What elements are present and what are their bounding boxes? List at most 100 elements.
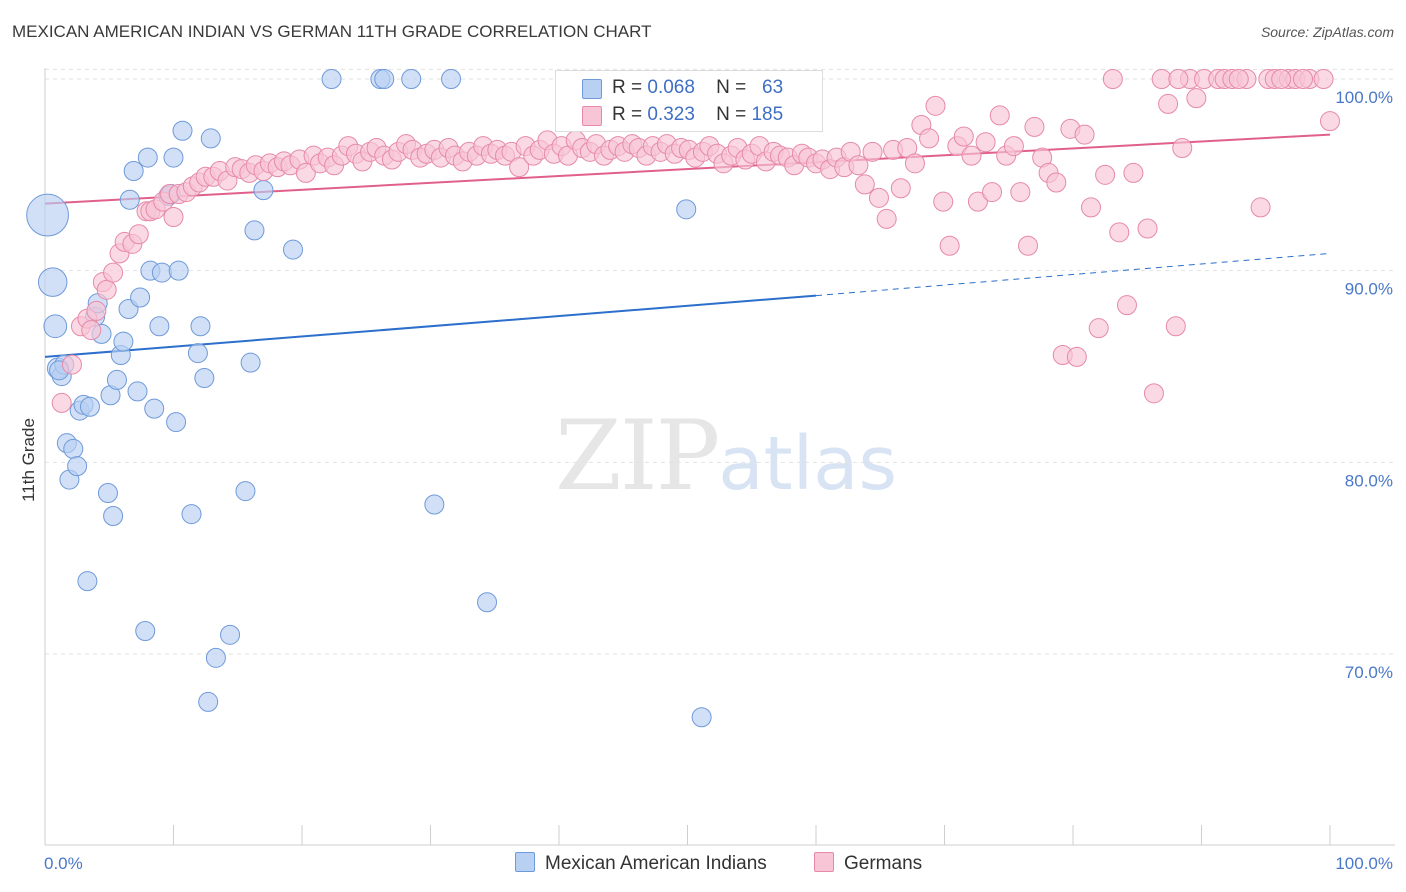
- pink-point: [925, 95, 946, 116]
- blue-point: [441, 69, 462, 89]
- pink-point: [128, 224, 149, 245]
- blue-point: [676, 199, 697, 220]
- y-axis-label: 11th Grade: [19, 418, 38, 502]
- pink-point: [848, 155, 869, 176]
- blue-point: [119, 189, 140, 210]
- blue-point: [283, 239, 304, 260]
- axes: [44, 68, 1395, 846]
- pink-point: [1271, 69, 1292, 89]
- pink-point: [854, 174, 875, 195]
- blue-point: [37, 267, 68, 297]
- pink-point: [96, 279, 117, 300]
- y-tick-label-90: 90.0%: [1345, 280, 1393, 299]
- pink-point: [1168, 69, 1189, 89]
- legend-r-value-pink: 0.323: [647, 104, 695, 125]
- blue-point: [43, 314, 68, 339]
- legend-r-label: R =: [612, 104, 643, 125]
- bottom-legend-label-blue: Mexican American Indians: [545, 853, 767, 874]
- blue-point: [187, 343, 208, 364]
- blue-point: [149, 316, 170, 337]
- pink-point: [1010, 182, 1031, 203]
- blue-point: [240, 352, 261, 373]
- watermark: ZIPatlas: [555, 400, 897, 512]
- blue-point: [172, 120, 193, 141]
- blue-point: [144, 398, 165, 419]
- pink-point: [933, 191, 954, 212]
- bottom-legend-pink: Germans: [814, 852, 922, 875]
- bottom-legend-swatch-pink: [814, 852, 834, 872]
- blue-point: [103, 506, 124, 526]
- x-tick-label-max: 100.0%: [1335, 854, 1393, 873]
- blue-point: [321, 69, 342, 89]
- legend-n-value-pink: 185: [751, 104, 784, 125]
- blue-point: [181, 504, 202, 525]
- pink-point: [1116, 295, 1137, 316]
- trend-line-blue-extension: [815, 252, 1331, 297]
- blue-point: [26, 193, 69, 237]
- pink-point: [1123, 162, 1144, 183]
- pink-point: [1228, 69, 1249, 89]
- pink-point: [1158, 93, 1179, 114]
- pink-point: [295, 162, 316, 183]
- pink-point: [1313, 69, 1334, 89]
- blue-point: [220, 624, 241, 645]
- pink-point: [904, 153, 925, 174]
- blue-point: [190, 316, 211, 337]
- correlation-legend: R = 0.068 N = 63 R = 0.323 N = 185: [555, 70, 823, 132]
- bottom-legend-label-pink: Germans: [844, 853, 923, 874]
- blue-point: [137, 147, 158, 168]
- legend-swatch-pink: [582, 106, 602, 126]
- pink-point: [862, 141, 883, 162]
- pink-point: [890, 178, 911, 199]
- source-credit: Source: ZipAtlas.com: [1260, 24, 1394, 40]
- pink-point: [1137, 218, 1158, 239]
- tick-labels: 70.0% 80.0% 90.0% 100.0% 0.0% 100.0%: [44, 88, 1393, 873]
- trend-line-blue: [44, 294, 817, 358]
- legend-swatch-blue: [582, 79, 602, 99]
- blue-point: [424, 494, 445, 515]
- pink-point: [1102, 69, 1123, 89]
- bottom-legend-swatch-blue: [515, 852, 535, 872]
- blue-point: [235, 481, 256, 502]
- pink-point: [1151, 69, 1172, 89]
- pink-point: [51, 392, 72, 413]
- blue-point: [130, 287, 151, 308]
- pink-point: [1293, 69, 1314, 89]
- pink-point: [961, 145, 982, 166]
- pink-point: [81, 320, 102, 341]
- pink-point: [1018, 235, 1039, 256]
- pink-point: [975, 132, 996, 153]
- blue-point: [253, 180, 274, 201]
- legend-n-label: N =: [716, 77, 747, 98]
- blue-point: [166, 412, 187, 433]
- pink-point: [967, 191, 988, 212]
- blue-point: [477, 592, 498, 613]
- blue-point: [244, 220, 265, 241]
- pink-point: [1095, 164, 1116, 185]
- pink-point: [163, 207, 184, 227]
- blue-point: [127, 381, 148, 402]
- pink-point: [61, 354, 82, 375]
- pink-point: [989, 105, 1010, 126]
- blue-point: [67, 456, 88, 477]
- pink-point: [939, 235, 960, 256]
- legend-n-label: N =: [716, 104, 747, 125]
- legend-n-value-blue: 63: [762, 77, 784, 98]
- pink-point: [1143, 383, 1164, 404]
- watermark-atlas: atlas: [718, 421, 898, 507]
- y-tick-label-70: 70.0%: [1345, 663, 1393, 682]
- pink-point: [1003, 136, 1024, 157]
- bottom-legend-blue: Mexican American Indians: [515, 852, 767, 875]
- legend-r-value-blue: 0.068: [647, 77, 695, 98]
- blue-point: [106, 369, 127, 390]
- pink-point: [1046, 172, 1067, 193]
- blue-point: [198, 691, 219, 712]
- blue-point: [691, 707, 712, 728]
- blue-point: [123, 161, 144, 181]
- pink-point: [1250, 197, 1271, 218]
- blue-point: [79, 396, 100, 417]
- blue-point: [63, 438, 84, 459]
- pink-point: [1080, 197, 1101, 218]
- pink-point: [1024, 116, 1045, 137]
